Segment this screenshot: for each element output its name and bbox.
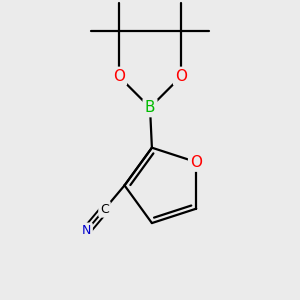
Text: O: O [113,69,125,84]
Text: C: C [100,203,109,216]
Text: N: N [82,224,91,237]
Text: O: O [190,154,202,169]
Text: O: O [175,69,187,84]
Text: B: B [145,100,155,115]
